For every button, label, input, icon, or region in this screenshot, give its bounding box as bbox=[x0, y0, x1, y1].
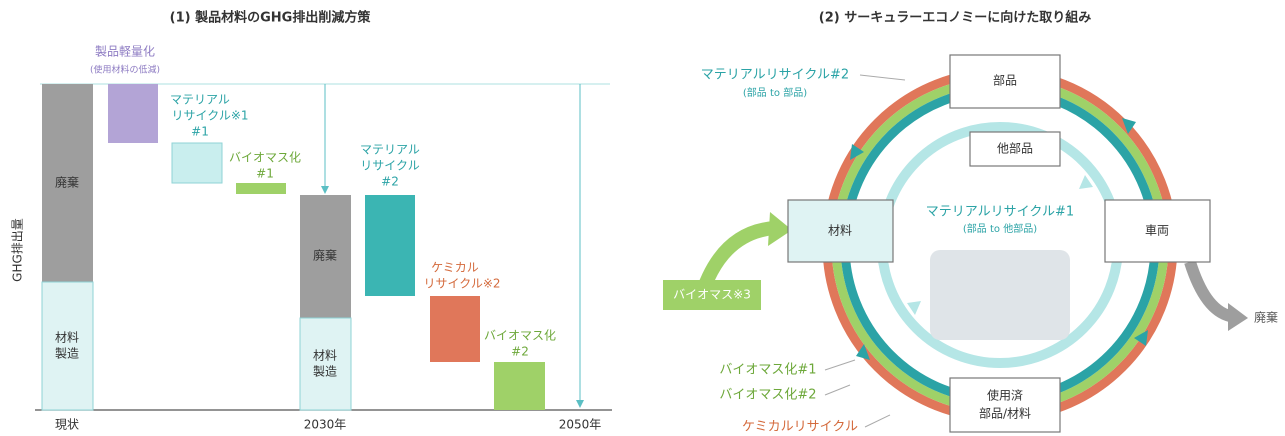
bar-label: 材料 bbox=[313, 349, 337, 363]
bar-label: 材料 bbox=[55, 331, 79, 345]
node-label: 部品 bbox=[993, 73, 1017, 88]
waste-label: 廃棄 bbox=[1254, 310, 1278, 325]
measure-label: #2 bbox=[511, 345, 529, 359]
step-bar bbox=[494, 362, 545, 410]
node-label: 材料 bbox=[828, 224, 852, 238]
loop-label: マテリアルリサイクル#1 bbox=[926, 205, 1074, 220]
node-label: 他部品 bbox=[997, 141, 1033, 156]
measure-label: #2 bbox=[381, 175, 399, 189]
bar-label: 廃棄 bbox=[55, 175, 79, 190]
car-interior-image bbox=[930, 250, 1070, 340]
panel-title: (1) 製品材料のGHG排出削減方策 bbox=[170, 10, 372, 26]
step-bar bbox=[430, 296, 480, 362]
measure-label: #1 bbox=[191, 125, 209, 139]
leader-line bbox=[860, 75, 905, 80]
measure-label: マテリアル bbox=[170, 93, 230, 107]
measure-label: ケミカル bbox=[431, 261, 479, 275]
measure-label: リサイクル bbox=[360, 159, 419, 173]
x-label: 2030年 bbox=[304, 418, 347, 432]
panel-title: (2) サーキュラーエコノミーに向けた取り組み bbox=[819, 10, 1091, 26]
measure-label: マテリアル bbox=[360, 143, 420, 157]
measure-label: (使用材料の低減) bbox=[90, 64, 160, 76]
node-label: 車両 bbox=[1145, 224, 1169, 238]
bar-label: 製造 bbox=[313, 365, 337, 379]
x-label: 現状 bbox=[55, 418, 79, 432]
measure-label: #1 bbox=[256, 167, 274, 181]
legend-label: ケミカルリサイクル bbox=[742, 420, 858, 435]
legend-label: バイオマス化#2 bbox=[719, 388, 816, 403]
left-panel: (1) 製品材料のGHG排出削減方策 GHG排出量 廃棄 材料 製造 廃棄 材料… bbox=[11, 10, 613, 432]
right-panel: (2) サーキュラーエコノミーに向けた取り組み バイオマス※3 廃棄 部品 材料… bbox=[663, 10, 1278, 435]
loop-label: (部品 to 他部品) bbox=[963, 222, 1037, 235]
x-label: 2050年 bbox=[559, 418, 602, 432]
step-bar bbox=[108, 84, 158, 143]
step-bar bbox=[236, 183, 286, 194]
measure-label: バイオマス化 bbox=[484, 329, 556, 343]
waste-arrow bbox=[1190, 262, 1230, 316]
y-axis-label: GHG排出量 bbox=[11, 218, 25, 282]
page: (1) 製品材料のGHG排出削減方策 GHG排出量 廃棄 材料 製造 廃棄 材料… bbox=[0, 0, 1285, 436]
waste-arrowhead bbox=[1228, 303, 1248, 331]
measure-label: リサイクル※2 bbox=[423, 277, 500, 291]
loop-label: (部品 to 部品) bbox=[743, 86, 807, 99]
loop-label: マテリアルリサイクル#2 bbox=[701, 68, 849, 83]
bar-label: 廃棄 bbox=[313, 248, 337, 263]
measure-label: 製品軽量化 bbox=[95, 45, 155, 59]
biomass-label: バイオマス※3 bbox=[673, 288, 751, 302]
measure-label: リサイクル※1 bbox=[171, 109, 248, 123]
step-bar bbox=[172, 143, 222, 183]
node-label: 部品/材料 bbox=[979, 406, 1031, 421]
node-box bbox=[950, 378, 1060, 432]
measure-label: バイオマス化 bbox=[229, 151, 301, 165]
node-label: 使用済 bbox=[987, 388, 1023, 403]
legend-label: バイオマス化#1 bbox=[719, 363, 816, 378]
bar-label: 製造 bbox=[55, 347, 79, 361]
step-bar bbox=[365, 195, 415, 296]
